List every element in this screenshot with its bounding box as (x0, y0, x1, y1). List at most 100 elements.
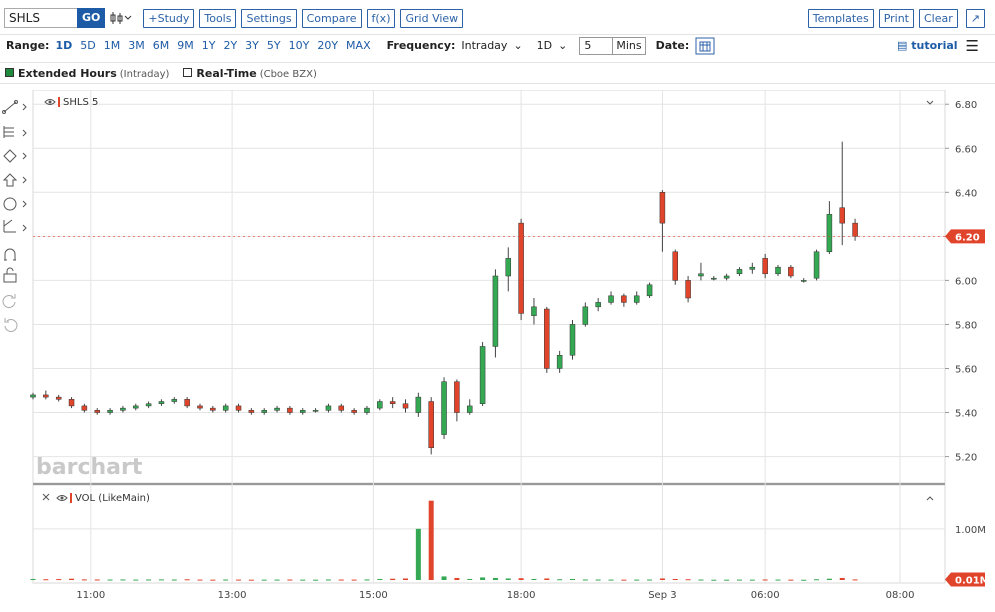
candle-body (158, 401, 165, 404)
volume-bar (608, 579, 614, 581)
range-label: Range: (6, 39, 50, 52)
legend-item[interactable]: Extended Hours (Intraday) (5, 67, 169, 80)
x-tick-label: 13:00 (218, 590, 247, 601)
frequency-select[interactable]: Intraday (461, 39, 508, 52)
volume-bar (300, 579, 306, 581)
y-tick-label: 5.60 (955, 364, 977, 375)
toolbar-button[interactable]: f(x) (366, 8, 396, 28)
period-select[interactable]: 1D (536, 39, 553, 52)
toolbar-button[interactable]: Compare (301, 8, 362, 28)
legend-note: (Cboe BZX) (259, 68, 317, 80)
volume-bar (30, 578, 36, 580)
volume-bar (223, 579, 229, 581)
range-option[interactable]: 3M (128, 39, 145, 52)
x-tick-label: 15:00 (359, 590, 388, 601)
range-option[interactable]: 3Y (245, 39, 259, 52)
candle-body (672, 251, 679, 281)
toolbar-button[interactable]: +Study (143, 8, 195, 28)
candle-body (685, 280, 691, 299)
volume-bar (659, 578, 665, 580)
volume-bar (749, 579, 755, 581)
candle-body (184, 399, 190, 407)
range-option[interactable]: 2Y (223, 39, 238, 52)
toolbar-button[interactable]: Settings (241, 8, 297, 28)
range-option[interactable]: 1D (55, 39, 73, 52)
volume-bar (685, 579, 691, 581)
candle-body (351, 410, 357, 413)
volume-bar (120, 579, 126, 581)
candle-body (621, 295, 627, 303)
volume-bar (81, 579, 87, 581)
candle-body (235, 405, 242, 411)
toolbar: SHLS GO +Study Tools Settings Compare f(x) Gr… (0, 6, 995, 30)
y-tick-label: 5.40 (955, 409, 977, 420)
volume-bar (274, 579, 280, 581)
candle-body (852, 222, 858, 237)
candle-body (120, 407, 126, 411)
button-group: Templates Print Clear (807, 8, 963, 28)
range-option[interactable]: 9M (177, 39, 194, 52)
toolbar-button[interactable]: Clear (919, 8, 958, 28)
y-tick-label: 6.40 (955, 188, 977, 199)
volume-bar (518, 578, 524, 580)
legend-note: (Intraday) (119, 68, 170, 80)
date-picker[interactable] (695, 37, 715, 55)
y-tick-label: 1.00M (955, 525, 986, 536)
volume-bar (107, 579, 113, 581)
candle-body (454, 381, 460, 413)
candle-body (210, 407, 216, 411)
chart-type-icon[interactable] (109, 10, 133, 26)
volume-bar (505, 578, 511, 580)
candle-body (505, 258, 512, 277)
candle-body (248, 410, 255, 413)
volume-bar (325, 579, 331, 581)
volume-bar (788, 579, 794, 581)
candle-body (813, 251, 820, 279)
volume-bar (197, 579, 203, 581)
candle-body (81, 405, 88, 411)
range-option[interactable]: 5Y (266, 39, 281, 52)
candle-body (698, 273, 704, 277)
go-button[interactable]: GO (77, 8, 106, 28)
button-group: +Study Tools Settings Compare f(x) Grid View (143, 8, 468, 28)
tutorial-link[interactable]: ▤ tutorial (897, 39, 958, 52)
toolbar-button[interactable]: Templates (807, 8, 874, 28)
legend-item[interactable]: Real-Time (Cboe BZX) (183, 67, 317, 80)
expand-button[interactable]: ↗ (965, 8, 985, 28)
drawing-tools (2, 100, 27, 332)
volume-bar (287, 579, 293, 581)
caret: ⌄ (513, 39, 523, 52)
range-option[interactable]: 1M (103, 39, 121, 52)
volume-bar (184, 579, 190, 581)
range-option[interactable]: 20Y (317, 39, 339, 52)
menu-icon[interactable]: ☰ (965, 36, 979, 55)
volume-bar (261, 579, 267, 581)
last-volume-label: 0.01M (955, 575, 990, 586)
volume-bar (736, 579, 742, 581)
volume-bar (351, 579, 357, 581)
range-option[interactable]: MAX (346, 39, 371, 52)
interval-input[interactable]: 5 (579, 36, 614, 55)
grid: 11:00 13:00 15:00 18:00 Sep 3 06:00 08:00 5.20 5… (33, 90, 986, 601)
candle-body (402, 403, 409, 409)
y-tick-label: 6.00 (955, 276, 977, 287)
toolbar-button[interactable]: Grid View (400, 8, 464, 28)
range-group: 1D 5D 1M 3M 6M 9M 1Y 2Y 3Y 5Y 10Y 20Y MAX (55, 39, 378, 52)
candle-body (68, 399, 75, 407)
volume-bar (724, 579, 730, 581)
range-option[interactable]: 6M (152, 39, 170, 52)
toolbar-button[interactable]: Tools (199, 8, 237, 28)
range-option[interactable]: 1Y (201, 39, 216, 52)
symbol-input[interactable]: SHLS (4, 8, 77, 28)
volume-bar (467, 578, 473, 580)
candle-body (711, 277, 717, 280)
volume-bar (557, 579, 563, 581)
toolbar-button[interactable]: Print (878, 8, 914, 28)
candle-body (556, 355, 563, 369)
volume-bar (428, 500, 434, 580)
range-option[interactable]: 10Y (288, 39, 310, 52)
volume-bar (531, 578, 537, 580)
range-option[interactable]: 5D (80, 39, 96, 52)
volume-bar (133, 579, 139, 581)
